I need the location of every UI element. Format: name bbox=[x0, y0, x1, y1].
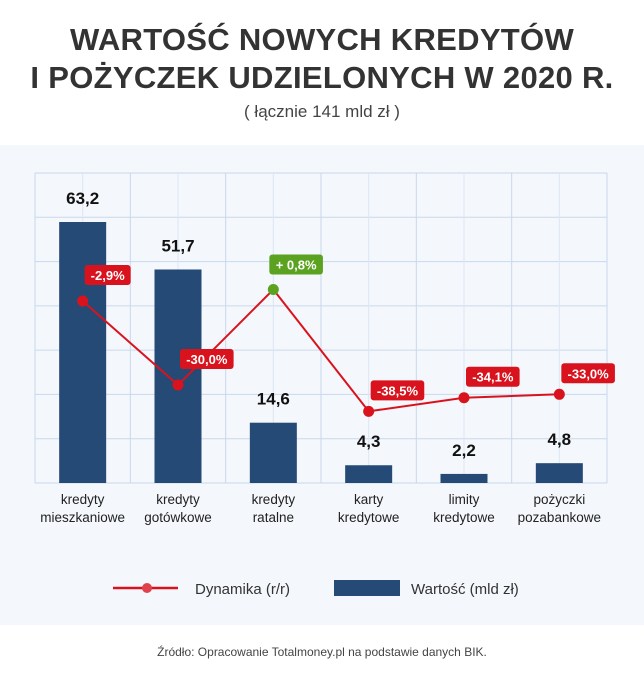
x-tick-label: ratalne bbox=[253, 510, 294, 525]
dynamics-point-4 bbox=[458, 392, 470, 404]
bar-1 bbox=[154, 269, 202, 483]
bar-value-label: 14,6 bbox=[257, 390, 290, 409]
legend-bar-icon bbox=[334, 580, 400, 596]
x-tick-label: karty bbox=[354, 492, 384, 507]
bar-value-label: 2,2 bbox=[452, 441, 476, 460]
bar-value-label: 51,7 bbox=[161, 236, 194, 255]
x-tick-label: pożyczki bbox=[533, 492, 585, 507]
x-tick-label: kredyty bbox=[156, 492, 200, 507]
dynamics-point-3 bbox=[363, 405, 375, 417]
legend-line-label: Dynamika (r/r) bbox=[195, 581, 291, 598]
dynamics-badge bbox=[561, 363, 615, 384]
title-line-2: I POŻYCZEK UDZIELONYCH W 2020 R. bbox=[30, 60, 614, 95]
dynamics-label: -33,0% bbox=[568, 366, 610, 381]
legend-bar-label: Wartość (mld zł) bbox=[411, 581, 519, 598]
dynamics-badge bbox=[180, 349, 234, 369]
dynamics-label: -38,5% bbox=[377, 383, 419, 398]
bar-2 bbox=[249, 422, 297, 483]
bar-4 bbox=[440, 473, 488, 483]
x-tick-label: kredytowe bbox=[433, 510, 495, 525]
dynamics-line bbox=[82, 288, 560, 413]
dynamics-point-5 bbox=[553, 388, 565, 400]
dynamics-label: -2,9% bbox=[91, 268, 125, 283]
x-tick-label: pozabankowe bbox=[518, 510, 601, 525]
bar-value-label: 4,8 bbox=[548, 430, 572, 449]
legend-line-marker-icon bbox=[142, 583, 152, 593]
bar-5 bbox=[535, 463, 583, 483]
dynamics-badge bbox=[370, 380, 425, 401]
x-tick-label: kredytowe bbox=[338, 510, 400, 525]
bar-value-label: 4,3 bbox=[357, 432, 381, 451]
bar-0 bbox=[59, 222, 107, 483]
dynamics-point-0 bbox=[77, 295, 89, 307]
dynamics-badge bbox=[269, 254, 323, 275]
x-tick-label: limity bbox=[449, 492, 480, 507]
x-tick-label: kredyty bbox=[61, 492, 105, 507]
dynamics-badge bbox=[84, 264, 131, 285]
dynamics-point-2 bbox=[267, 284, 279, 296]
x-tick-label: kredyty bbox=[252, 492, 296, 507]
dynamics-point-1 bbox=[172, 379, 184, 391]
bar-value-label: 63,2 bbox=[66, 189, 99, 208]
title-line-1: WARTOŚĆ NOWYCH KREDYTÓW bbox=[69, 22, 575, 57]
bar-3 bbox=[345, 465, 393, 483]
dynamics-label: -34,1% bbox=[472, 370, 514, 385]
x-tick-label: gotówkowe bbox=[144, 510, 212, 525]
dynamics-label: -30,0% bbox=[186, 352, 228, 367]
dynamics-label: + 0,8% bbox=[276, 258, 317, 273]
chart-panel bbox=[0, 145, 644, 625]
subtitle: ( łącznie 141 mld zł ) bbox=[244, 102, 400, 121]
dynamics-badge bbox=[466, 366, 520, 387]
source-note: Źródło: Opracowanie Totalmoney.pl na pod… bbox=[157, 645, 487, 659]
x-tick-label: mieszkaniowe bbox=[40, 510, 125, 525]
